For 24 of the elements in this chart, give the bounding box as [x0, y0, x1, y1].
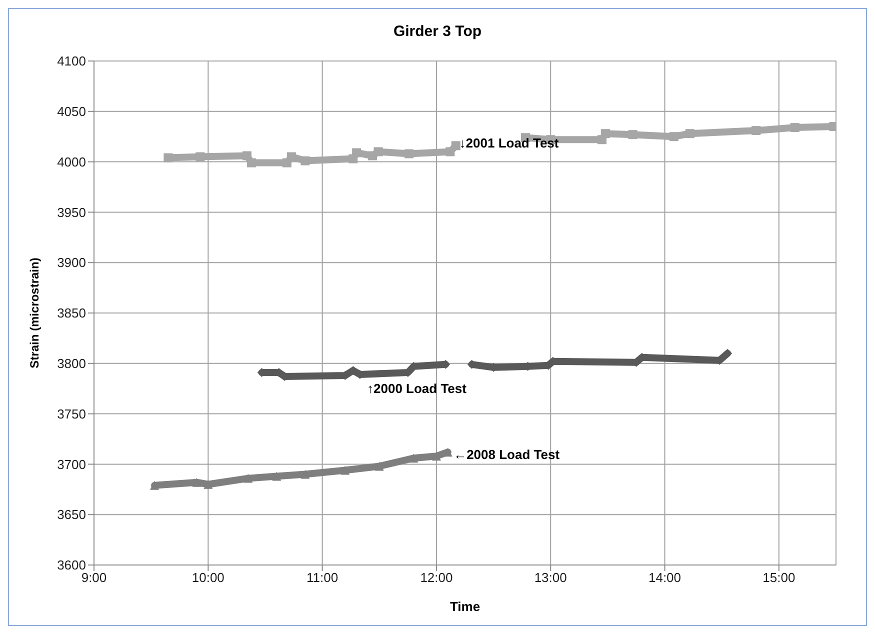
x-tick-label: 12:00 — [420, 570, 453, 586]
x-tick-label: 15:00 — [762, 570, 796, 586]
annotation: ←2008 Load Test — [454, 447, 560, 462]
x-tick-label: 14:00 — [648, 570, 682, 586]
y-tick-label: 4050 — [57, 104, 86, 120]
annotation: ↑2000 Load Test — [367, 381, 468, 396]
y-tick-label: 4000 — [57, 154, 86, 170]
y-tick-label: 3850 — [57, 306, 86, 321]
x-axis-title: Time — [450, 599, 480, 614]
y-tick-label: 3950 — [57, 204, 86, 220]
y-tick-label: 3650 — [57, 507, 86, 522]
y-axis-title: Strain (microstrain) — [27, 258, 42, 368]
y-tick-label: 4100 — [57, 54, 86, 69]
chart-title: Girder 3 Top — [392, 23, 483, 40]
annotation: ↓2001 Load Test — [459, 136, 560, 151]
x-tick-label: 10:00 — [192, 570, 224, 586]
y-tick-label: 3700 — [57, 456, 86, 472]
y-tick-label: 3600 — [57, 558, 86, 573]
x-tick-label: 13:00 — [534, 570, 567, 586]
x-tick-label: 9:00 — [81, 570, 107, 586]
y-tick-label: 3800 — [57, 356, 86, 372]
y-tick-label: 3900 — [57, 255, 86, 270]
y-tick-label: 3750 — [57, 406, 86, 422]
x-tick-label: 11:00 — [306, 570, 338, 586]
